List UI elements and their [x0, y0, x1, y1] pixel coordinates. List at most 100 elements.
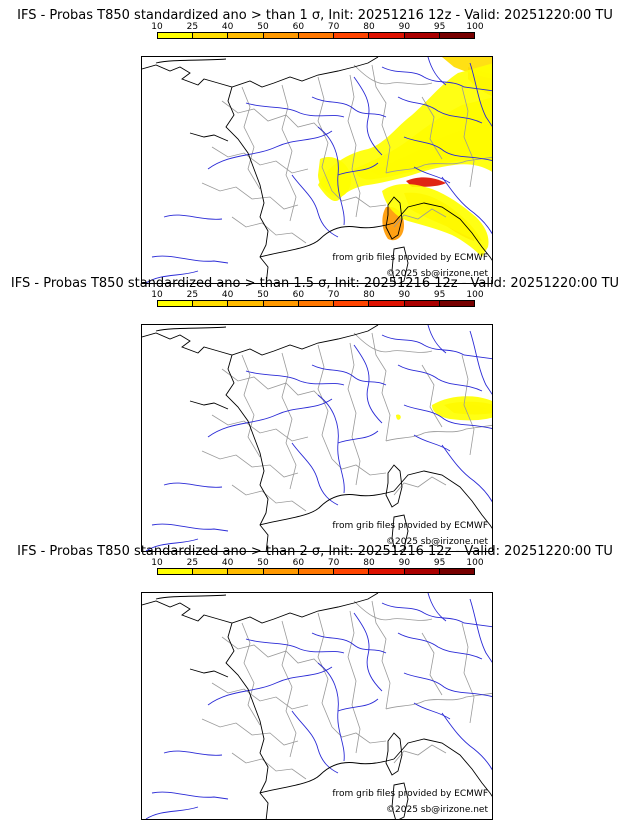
admin-border: [211, 146, 309, 174]
corsica-coastline: [385, 732, 403, 776]
sardinia-coastline: [391, 514, 409, 551]
colorbar-segment: [263, 301, 299, 306]
colorbar-tick-label: 40: [221, 558, 234, 568]
sardinia-coastline: [391, 782, 409, 819]
colorbar-ticks: 10 25 40 50 60 70 80 90 95 100: [151, 22, 483, 33]
river: [381, 334, 492, 360]
river: [207, 398, 333, 438]
copyright-credit: ©2025 sb@irizone.net: [386, 805, 488, 815]
admin-border: [201, 450, 299, 478]
admin-border: [231, 216, 307, 244]
admin-border: [241, 622, 261, 726]
colorbar-tick-label: 25: [186, 558, 199, 568]
river: [413, 434, 451, 452]
admin-border: [347, 610, 361, 754]
river: [151, 255, 229, 264]
river: [441, 712, 492, 771]
colorbar-segment: [298, 301, 335, 306]
admin-border: [421, 96, 443, 160]
map-base: [142, 593, 492, 819]
coastline: [393, 202, 492, 261]
colorbar-segment: [158, 33, 194, 38]
colorbar-tick-label: 25: [186, 22, 199, 32]
sardinia-coastline: [391, 246, 409, 283]
colorbar-tick-label: 90: [398, 290, 411, 300]
colorbar-tick-label: 80: [363, 558, 375, 568]
colorbar-segment: [298, 569, 335, 574]
source-credit: from grib files provided by ECMWF: [332, 789, 488, 799]
river: [291, 710, 339, 774]
colorbar-segment: [369, 301, 405, 306]
colorbar: [157, 300, 475, 307]
river: [469, 598, 492, 663]
river: [403, 404, 492, 430]
river: [245, 102, 345, 118]
admin-border: [201, 182, 299, 210]
colorbar-segment: [193, 33, 229, 38]
coastline: [225, 354, 269, 551]
colorbar-tick-label: 60: [292, 290, 305, 300]
admin-border: [385, 156, 492, 174]
coastline: [189, 132, 229, 142]
admin-border: [281, 620, 297, 758]
colorbar-ticks: 10 25 40 50 60 70 80 90 95 100: [151, 290, 483, 301]
admin-border: [201, 718, 299, 746]
admin-border: [241, 354, 261, 458]
panel-title: IFS - Probas T850 standardized ano > tha…: [17, 8, 613, 23]
panel-1-5-sigma: IFS - Probas T850 standardized ano > tha…: [0, 276, 630, 552]
coastline: [142, 57, 379, 88]
river: [381, 66, 492, 92]
river: [145, 806, 199, 819]
colorbar-tick-label: 95: [433, 22, 446, 32]
coastline: [142, 593, 379, 624]
river: [291, 442, 339, 506]
corsica-coastline: [385, 196, 403, 240]
coastline: [393, 470, 492, 529]
colorbar-tick-label: 50: [257, 558, 269, 568]
admin-border: [331, 190, 387, 208]
colorbar-segment: [158, 569, 194, 574]
colorbar-tick-label: 100: [466, 290, 484, 300]
river: [427, 593, 447, 622]
admin-border: [421, 364, 443, 428]
admin-border: [393, 208, 447, 228]
colorbar-ticks: 10 25 40 50 60 70 80 90 95 100: [151, 558, 483, 569]
admin-border: [371, 64, 391, 174]
admin-border: [231, 752, 307, 780]
admin-border: [281, 352, 297, 490]
coastline: [259, 758, 395, 794]
colorbar-tick-label: 40: [221, 290, 234, 300]
admin-border: [461, 86, 475, 188]
panel-title: IFS - Probas T850 standardized ano > tha…: [10, 276, 620, 291]
colorbar-tick-label: 80: [363, 22, 375, 32]
colorbar-tick-label: 60: [292, 558, 305, 568]
coastline: [155, 58, 227, 64]
admin-border: [211, 682, 309, 710]
probability-map: from grib files provided by ECMWF ©2025 …: [141, 592, 493, 820]
colorbar-segment: [228, 33, 264, 38]
probability-area: [432, 396, 492, 421]
river: [469, 330, 492, 395]
panel-2-sigma: IFS - Probas T850 standardized ano > tha…: [0, 544, 630, 820]
admin-border: [347, 342, 361, 486]
colorbar-tick-label: 70: [327, 290, 340, 300]
admin-border: [331, 458, 387, 476]
admin-border: [371, 332, 391, 442]
map-base: [142, 57, 492, 283]
coastline: [259, 490, 395, 526]
colorbar-segment: [193, 569, 229, 574]
river: [381, 602, 492, 628]
copyright-credit: ©2025 sb@irizone.net: [386, 269, 488, 279]
colorbar-tick-label: 70: [327, 558, 340, 568]
river: [163, 750, 223, 756]
admin-border: [461, 354, 475, 456]
colorbar-tick-label: 10: [151, 558, 163, 568]
map-base: [142, 325, 492, 551]
coastline: [259, 222, 395, 258]
colorbar: [157, 568, 475, 575]
river: [245, 370, 345, 386]
coastline: [189, 400, 229, 410]
river: [427, 325, 447, 354]
river: [397, 96, 483, 124]
river: [427, 57, 447, 86]
